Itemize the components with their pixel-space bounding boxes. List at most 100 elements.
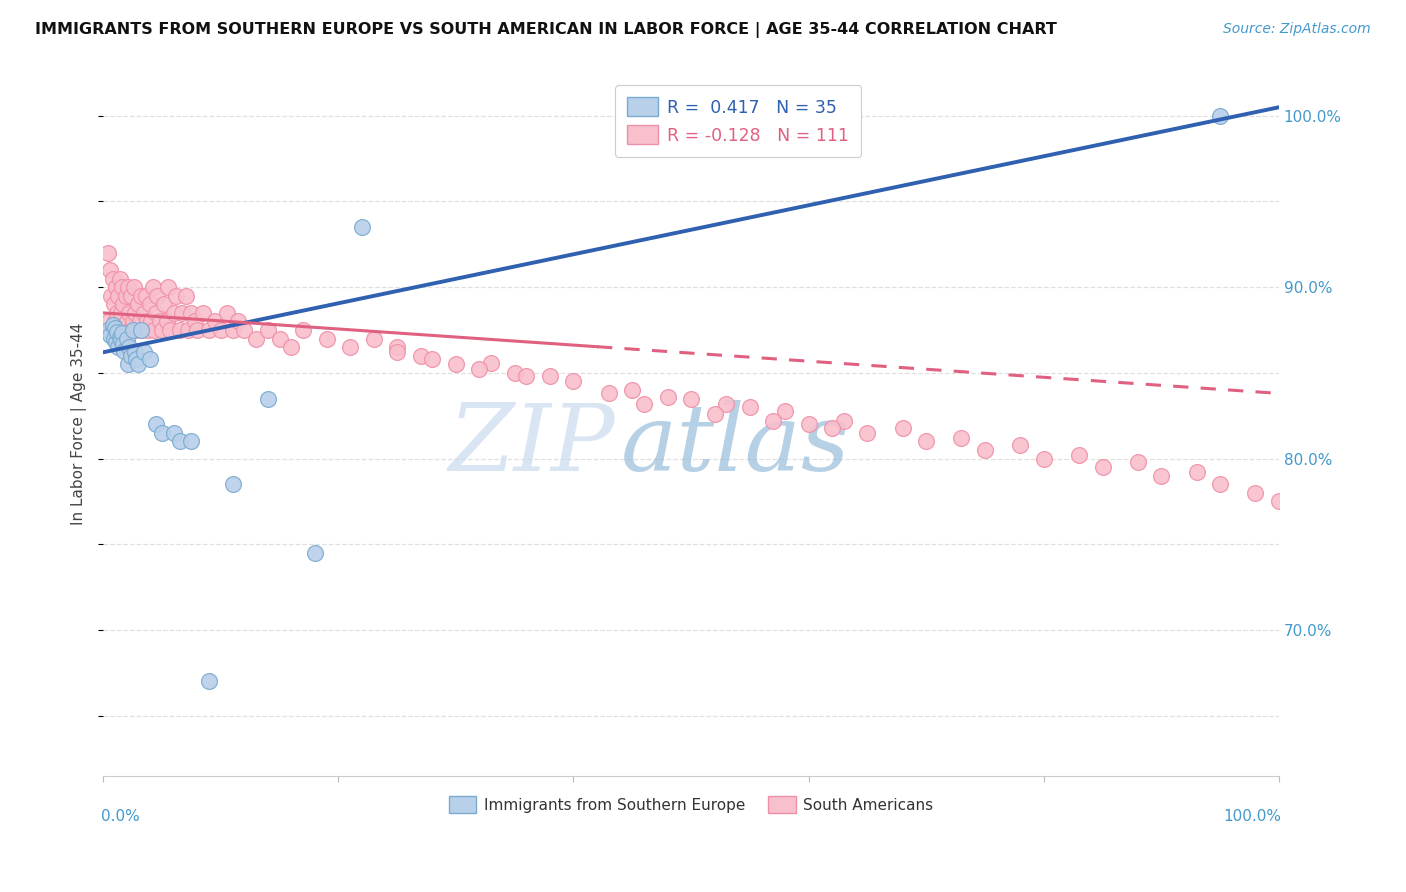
Point (107, 289, 129, 303)
Point (112, 343, 135, 358)
Point (97, 246, 120, 260)
Point (110, 333, 132, 347)
Point (129, 323, 152, 337)
Point (1268, 494, 1291, 508)
Point (114, 289, 136, 303)
Point (135, 314, 157, 328)
Point (169, 434, 191, 449)
Point (174, 289, 197, 303)
Point (108, 330, 131, 344)
Point (142, 323, 165, 337)
Text: atlas: atlas (620, 401, 851, 491)
Point (204, 314, 226, 328)
Point (1091, 460, 1114, 475)
Point (444, 357, 467, 371)
Point (103, 332, 125, 346)
Point (198, 323, 221, 337)
Point (170, 306, 193, 320)
Point (950, 431, 973, 445)
Point (385, 345, 408, 359)
Point (233, 323, 256, 337)
Point (100, 289, 122, 303)
Point (118, 306, 141, 320)
Point (134, 306, 156, 320)
Point (221, 477, 243, 491)
Point (292, 323, 315, 337)
Point (110, 323, 132, 337)
Point (125, 352, 148, 367)
Point (385, 340, 408, 354)
Point (974, 442, 997, 457)
Point (1067, 448, 1090, 462)
Point (121, 323, 143, 337)
Point (422, 352, 444, 367)
Point (104, 321, 127, 335)
Point (1032, 451, 1054, 466)
Point (163, 425, 186, 440)
Point (856, 425, 879, 440)
Legend: Immigrants from Southern Europe, South Americans: Immigrants from Southern Europe, South A… (441, 789, 941, 821)
Point (479, 355, 502, 369)
Point (149, 314, 172, 328)
Point (127, 297, 149, 311)
Point (169, 323, 191, 337)
Point (184, 314, 207, 328)
Text: Source: ZipAtlas.com: Source: ZipAtlas.com (1223, 22, 1371, 37)
Point (209, 323, 232, 337)
Text: IMMIGRANTS FROM SOUTHERN EUROPE VS SOUTH AMERICAN IN LABOR FORCE | AGE 35-44 COR: IMMIGRANTS FROM SOUTHERN EUROPE VS SOUTH… (35, 22, 1057, 38)
Point (98, 328, 121, 343)
Point (256, 323, 278, 337)
Point (315, 332, 337, 346)
Point (141, 314, 163, 328)
Point (657, 390, 679, 404)
Point (1209, 477, 1232, 491)
Point (105, 306, 128, 320)
Point (122, 280, 145, 294)
Point (98, 314, 121, 328)
Point (120, 323, 142, 337)
Point (304, 546, 326, 560)
Point (153, 297, 176, 311)
Point (139, 352, 162, 367)
Point (562, 375, 585, 389)
Point (280, 340, 302, 354)
Point (180, 306, 202, 320)
Point (124, 306, 146, 320)
Point (762, 414, 785, 428)
Point (134, 345, 156, 359)
Point (121, 314, 143, 328)
Point (633, 397, 655, 411)
Point (129, 289, 152, 303)
Point (350, 220, 373, 235)
Point (221, 323, 243, 337)
Y-axis label: In Labor Force | Age 35-44: In Labor Force | Age 35-44 (72, 323, 87, 525)
Point (409, 349, 432, 363)
Point (156, 280, 179, 294)
Point (832, 414, 855, 428)
Text: 0.0%: 0.0% (101, 809, 139, 824)
Point (115, 314, 138, 328)
Point (180, 434, 202, 449)
Point (115, 332, 138, 346)
Point (598, 386, 620, 401)
Point (159, 323, 181, 337)
Point (186, 323, 208, 337)
Point (131, 323, 153, 337)
Point (103, 297, 125, 311)
Point (468, 362, 491, 376)
Point (104, 314, 127, 328)
Text: ZIP: ZIP (449, 401, 614, 491)
Point (681, 392, 703, 406)
Point (127, 357, 149, 371)
Point (245, 332, 267, 346)
Point (105, 280, 128, 294)
Point (117, 357, 139, 371)
Point (150, 323, 173, 337)
Point (117, 280, 139, 294)
Point (228, 314, 250, 328)
Point (198, 674, 221, 689)
Point (156, 314, 179, 328)
Point (177, 323, 200, 337)
Point (1185, 465, 1208, 479)
Point (891, 420, 914, 434)
